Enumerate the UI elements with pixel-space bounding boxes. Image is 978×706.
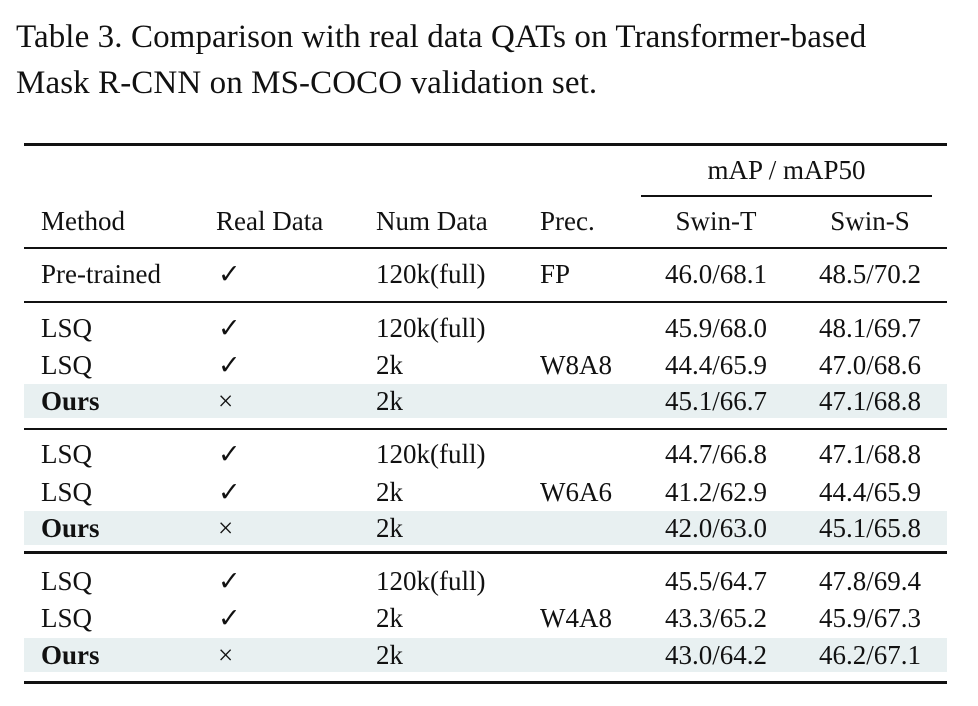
table-row-real-data: ✓ [218, 313, 241, 343]
table-row-swin-s: 47.1/68.8 [818, 439, 921, 469]
table-row-num-data: 2k [376, 350, 403, 380]
pretrained-method: Pre-trained [41, 259, 161, 289]
table-row-swin-t: 42.0/63.0 [664, 513, 767, 543]
table-row-real-data: × [218, 513, 234, 543]
pretrained-real-data: ✓ [218, 259, 241, 289]
table-row-method: LSQ [41, 566, 93, 596]
table-row-swin-t: 41.2/62.9 [664, 477, 767, 507]
table-row-real-data: ✓ [218, 350, 241, 380]
header-swin-s: Swin-S [830, 206, 910, 236]
pretrained-swin-t: 46.0/68.1 [664, 259, 767, 289]
table-row-swin-s: 47.1/68.8 [818, 386, 921, 416]
table-row-swin-t: 43.3/65.2 [664, 603, 767, 633]
header-real-data: Real Data [216, 206, 324, 236]
table-row-swin-t: 44.4/65.9 [664, 350, 767, 380]
pretrained-prec: FP [540, 259, 571, 289]
group-prec-w4a8: W4A8 [540, 603, 612, 633]
header-prec: Prec. [540, 206, 595, 236]
table-row-swin-t: 45.1/66.7 [664, 386, 767, 416]
header-num-data: Num Data [376, 206, 488, 236]
table-row-num-data: 120k(full) [376, 566, 486, 596]
table-row-real-data: ✓ [218, 566, 241, 596]
w6a6-rule [24, 551, 947, 554]
table-row-swin-t: 43.0/64.2 [664, 640, 767, 670]
table-row-num-data: 2k [376, 603, 403, 633]
table-row-num-data: 2k [376, 386, 403, 416]
header-swin-t: Swin-T [675, 206, 757, 236]
bottom-rule [24, 681, 947, 684]
table-row-swin-t: 45.9/68.0 [664, 313, 767, 343]
caption-line-2: Mask R-CNN on MS-COCO validation set. [16, 65, 598, 101]
table-row-num-data: 2k [376, 513, 403, 543]
top-rule [24, 143, 947, 146]
table-row-swin-s: 47.8/69.4 [818, 566, 921, 596]
header-method: Method [41, 206, 125, 236]
table-row-method: Ours [41, 386, 100, 416]
table-row-swin-s: 48.1/69.7 [818, 313, 921, 343]
caption-line-1: Table 3. Comparison with real data QATs … [16, 19, 867, 55]
table-row-method: LSQ [41, 439, 93, 469]
group-prec-w8a8: W8A8 [540, 350, 612, 380]
table-row-real-data: ✓ [218, 603, 241, 633]
table-row-swin-s: 45.9/67.3 [818, 603, 921, 633]
table-row-swin-t: 45.5/64.7 [664, 566, 767, 596]
group-header-rule [641, 195, 932, 197]
table-row-swin-s: 44.4/65.9 [818, 477, 921, 507]
table-row-real-data: × [218, 386, 234, 416]
pretrained-rule [24, 301, 947, 303]
table-row-swin-s: 47.0/68.6 [818, 350, 921, 380]
pretrained-swin-s: 48.5/70.2 [818, 259, 921, 289]
table-row-method: LSQ [41, 350, 93, 380]
table-row-num-data: 2k [376, 640, 403, 670]
table-row-method: Ours [41, 513, 100, 543]
group-header-map: mAP / mAP50 [707, 155, 866, 185]
table-caption: Table 3. Comparison with real data QATs … [16, 14, 966, 106]
table-row-num-data: 120k(full) [376, 439, 486, 469]
table-row-real-data: ✓ [218, 477, 241, 507]
table-row-real-data: ✓ [218, 439, 241, 469]
table-row-swin-s: 45.1/65.8 [818, 513, 921, 543]
table-row-swin-s: 46.2/67.1 [818, 640, 921, 670]
table-row-real-data: × [218, 640, 234, 670]
table-row-num-data: 2k [376, 477, 403, 507]
table-row-method: Ours [41, 640, 100, 670]
table-row-method: LSQ [41, 313, 93, 343]
highlight-row-w4a8 [24, 638, 947, 672]
table-row-swin-t: 44.7/66.8 [664, 439, 767, 469]
group-prec-w6a6: W6A6 [540, 477, 612, 507]
highlight-row-w6a6 [24, 511, 947, 545]
header-rule [24, 247, 947, 249]
w8a8-rule [24, 428, 947, 430]
table-row-num-data: 120k(full) [376, 313, 486, 343]
table-row-method: LSQ [41, 477, 93, 507]
table-row-method: LSQ [41, 603, 93, 633]
highlight-row-w8a8 [24, 384, 947, 418]
pretrained-num-data: 120k(full) [376, 259, 486, 289]
